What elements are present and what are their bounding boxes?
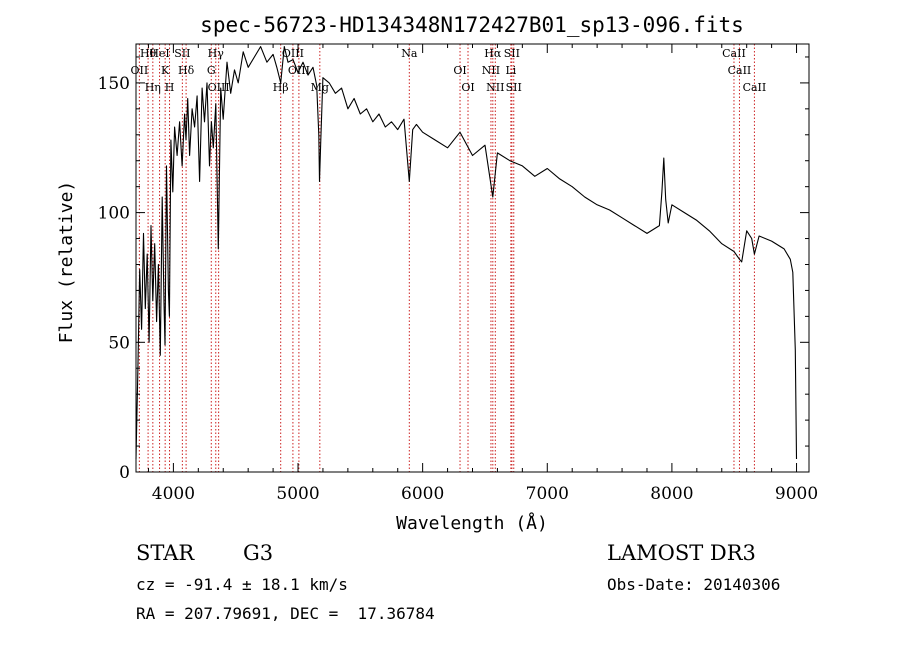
redshift-text: cz = -91.4 ± 18.1 km/s [136, 575, 348, 594]
spectral-line-label: NII [482, 64, 500, 77]
spectral-line-label: HeI [149, 47, 169, 60]
plot-frame [135, 43, 810, 473]
x-tick-label: 4000 [152, 484, 195, 504]
x-axis-ticks: 4000 5000 6000 7000 8000 9000 [147, 44, 818, 504]
spectral-line-label: SII [174, 47, 190, 60]
spectral-line-label: CaII [728, 64, 752, 77]
spectral-line-label: CaII [722, 47, 746, 60]
obs-date: Obs-Date: 20140306 [607, 575, 780, 594]
x-tick-label: 9000 [775, 484, 818, 504]
survey-label: LAMOST DR3 [607, 541, 756, 565]
spectral-line-labels: HθOIIHηHeIKHSIIHδOIIIHγGHβOIIIOIIIMgNaOI… [131, 47, 767, 94]
flux-series-line [135, 46, 798, 460]
x-tick-label: 8000 [650, 484, 693, 504]
y-tick-label: 150 [98, 74, 130, 94]
spectral-line-label: Hα [484, 47, 502, 60]
y-tick-label: 0 [119, 463, 130, 483]
subclass: G3 [243, 541, 273, 565]
spectral-line-label: OII [131, 64, 149, 77]
x-tick-label: 6000 [401, 484, 444, 504]
spectral-line-label: Hθ [140, 47, 157, 60]
spectral-line-label: Hβ [273, 81, 289, 94]
spectral-line-markers [138, 44, 755, 472]
chart-title: spec-56723-HD134348N172427B01_sp13-096.f… [200, 13, 744, 37]
spectral-line-label: OI [453, 64, 466, 77]
y-axis-ticks: 0 50 100 150 [98, 56, 809, 483]
spectral-line-label: Hδ [178, 64, 195, 77]
spectral-line-label: H [165, 81, 175, 94]
spectral-line-label: Hη [145, 81, 161, 94]
spectral-line-label: G [207, 64, 216, 77]
spectral-line-label: NII [486, 81, 504, 94]
coordinates-text: RA = 207.79691, DEC = 17.36784 [136, 604, 435, 623]
spectral-line-label: K [161, 64, 170, 77]
x-tick-label: 5000 [276, 484, 319, 504]
y-tick-label: 50 [108, 333, 130, 353]
spectral-line-label: Li [505, 64, 516, 77]
spectral-line-label: OIII [208, 81, 230, 94]
spectral-line-label: CaII [743, 81, 767, 94]
y-tick-label: 100 [98, 204, 130, 224]
x-axis-label: Wavelength (Å) [396, 512, 548, 534]
spectral-line-label: SII [506, 81, 522, 94]
spectral-line-label: Hγ [208, 47, 225, 60]
object-type: STAR [136, 541, 195, 565]
spectral-line-label: Mg [311, 81, 329, 94]
spectral-line-label: OI [461, 81, 474, 94]
y-axis-label: Flux (relative) [56, 181, 77, 344]
spectral-line-label: SII [504, 47, 520, 60]
spectral-line-label: Na [401, 47, 418, 60]
x-tick-label: 7000 [526, 484, 569, 504]
